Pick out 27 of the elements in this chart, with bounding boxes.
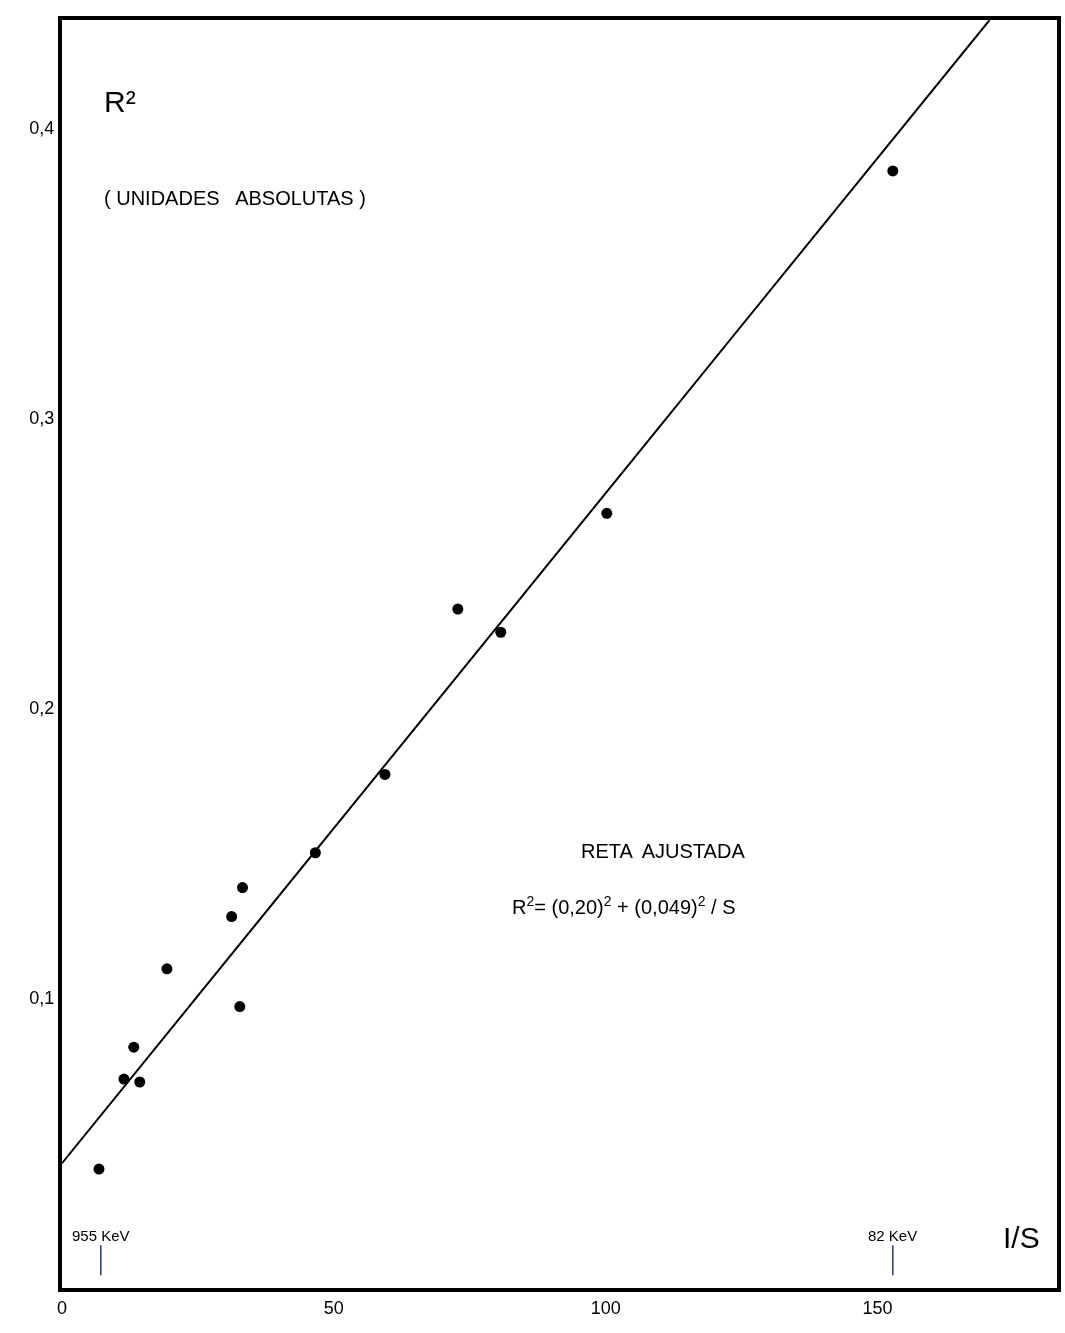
annotation: RETA AJUSTADA bbox=[581, 840, 746, 862]
annotation: ( UNIDADES ABSOLUTAS ) bbox=[104, 187, 366, 209]
y-tick-label: 0,2 bbox=[29, 697, 55, 718]
point bbox=[601, 507, 613, 519]
point bbox=[237, 882, 249, 894]
point bbox=[93, 1163, 105, 1175]
point bbox=[134, 1076, 146, 1088]
x-tick-label: 150 bbox=[862, 1297, 893, 1318]
point bbox=[452, 603, 464, 615]
annotation: 82 KeV bbox=[868, 1227, 918, 1244]
point bbox=[161, 963, 173, 975]
annotation: R$^{2}$= (0,20)$^{2}$ + (0,049)$^{2}$ / S bbox=[512, 893, 736, 919]
x-axis-title: I/S bbox=[1003, 1221, 1040, 1254]
point bbox=[226, 911, 238, 923]
annotation: 955 KeV bbox=[72, 1227, 130, 1244]
y-tick-label: 0,4 bbox=[29, 117, 55, 138]
y-tick-label: 0,1 bbox=[29, 988, 55, 1009]
y-tick-label: 0,3 bbox=[29, 407, 55, 428]
y-axis-title: R² bbox=[104, 85, 136, 118]
x-tick-label: 50 bbox=[323, 1297, 344, 1318]
point bbox=[495, 626, 507, 638]
point bbox=[887, 165, 899, 177]
point bbox=[379, 768, 391, 780]
point bbox=[234, 1001, 246, 1013]
x-tick-label: 0 bbox=[56, 1297, 68, 1318]
point bbox=[128, 1041, 140, 1053]
x-tick-label: 100 bbox=[590, 1297, 621, 1318]
